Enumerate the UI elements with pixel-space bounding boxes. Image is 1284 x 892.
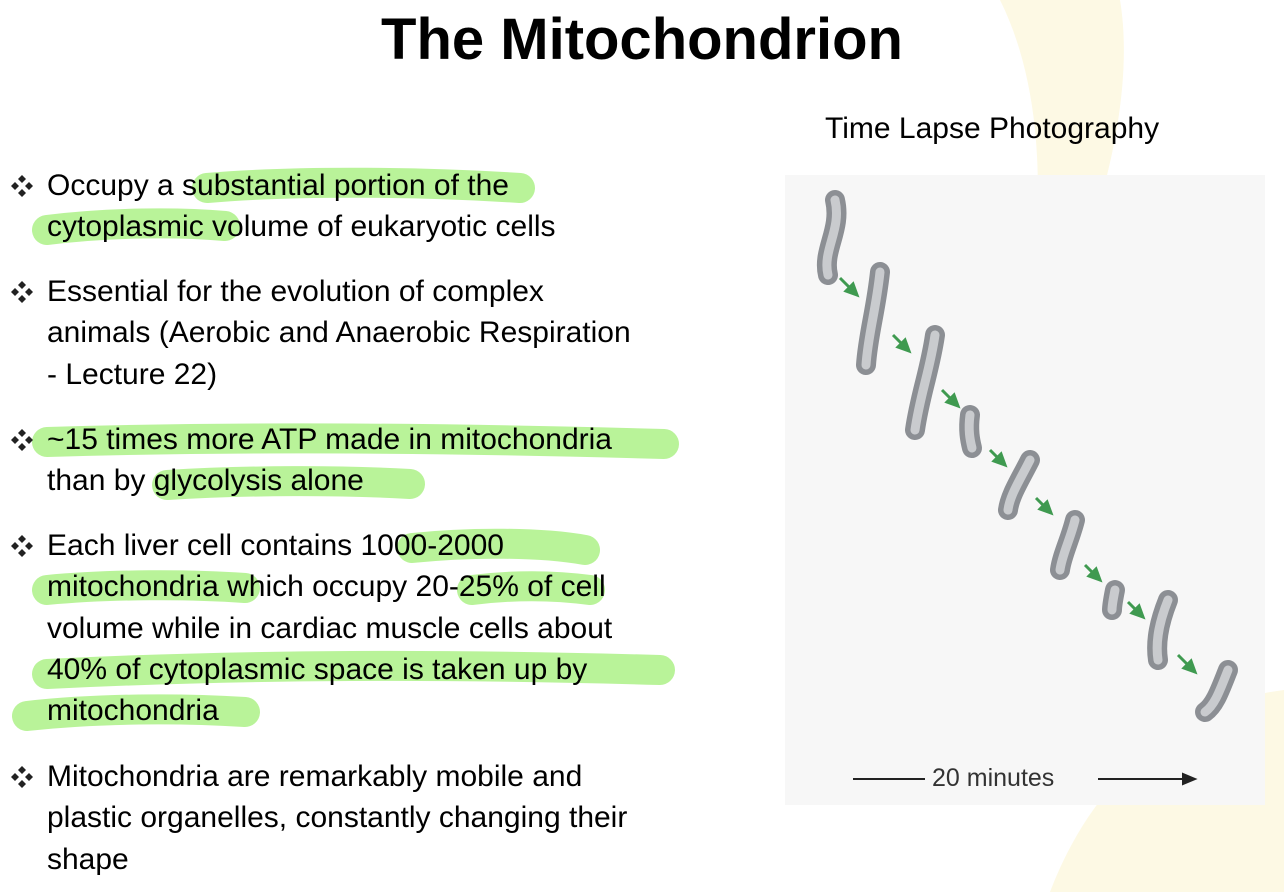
bullet-line: mitochondria which occupy 20-25% of cell	[47, 570, 606, 604]
figure-caption: Time Lapse Photography	[825, 112, 1160, 145]
bullet-line: than by glycolysis alone	[47, 464, 364, 498]
arrows	[838, 276, 1198, 675]
bullet-line: 40% of cytoplasmic space is taken up by	[47, 652, 588, 686]
bullet-line: animals (Aerobic and Anaerobic Respirati…	[47, 316, 631, 350]
bullet-symbol	[11, 429, 33, 451]
bullet-line: Occupy a substantial portion of the	[47, 169, 509, 202]
bullet-symbol	[11, 281, 33, 303]
bullet-symbol	[11, 535, 33, 557]
scale-label: 20 minutes	[932, 764, 1055, 792]
mitochondria	[816, 190, 1238, 722]
bullet-line: Essential for the evolution of complex	[47, 275, 544, 308]
scale-bar	[853, 772, 1198, 786]
bullet-line: - Lecture 22)	[47, 357, 218, 391]
bullet-line: Each liver cell contains 1000-2000	[47, 529, 504, 562]
bullet-symbol	[11, 766, 33, 788]
bullet-line: Mitochondria are remarkably mobile and	[47, 760, 583, 793]
bullet-line: volume while in cardiac muscle cells abo…	[47, 611, 613, 645]
bullet-line: cytoplasmic volume of eukaryotic cells	[47, 210, 556, 244]
bullet-line: mitochondria	[47, 694, 219, 728]
bullet-line: plastic organelles, constantly changing …	[47, 801, 628, 835]
bullet-symbol	[11, 175, 33, 197]
bullet-line: shape	[47, 842, 129, 876]
bullet-line: ~15 times more ATP made in mitochondria	[47, 423, 612, 456]
title: The Mitochondrion	[381, 7, 903, 72]
highlights	[12, 167, 679, 731]
